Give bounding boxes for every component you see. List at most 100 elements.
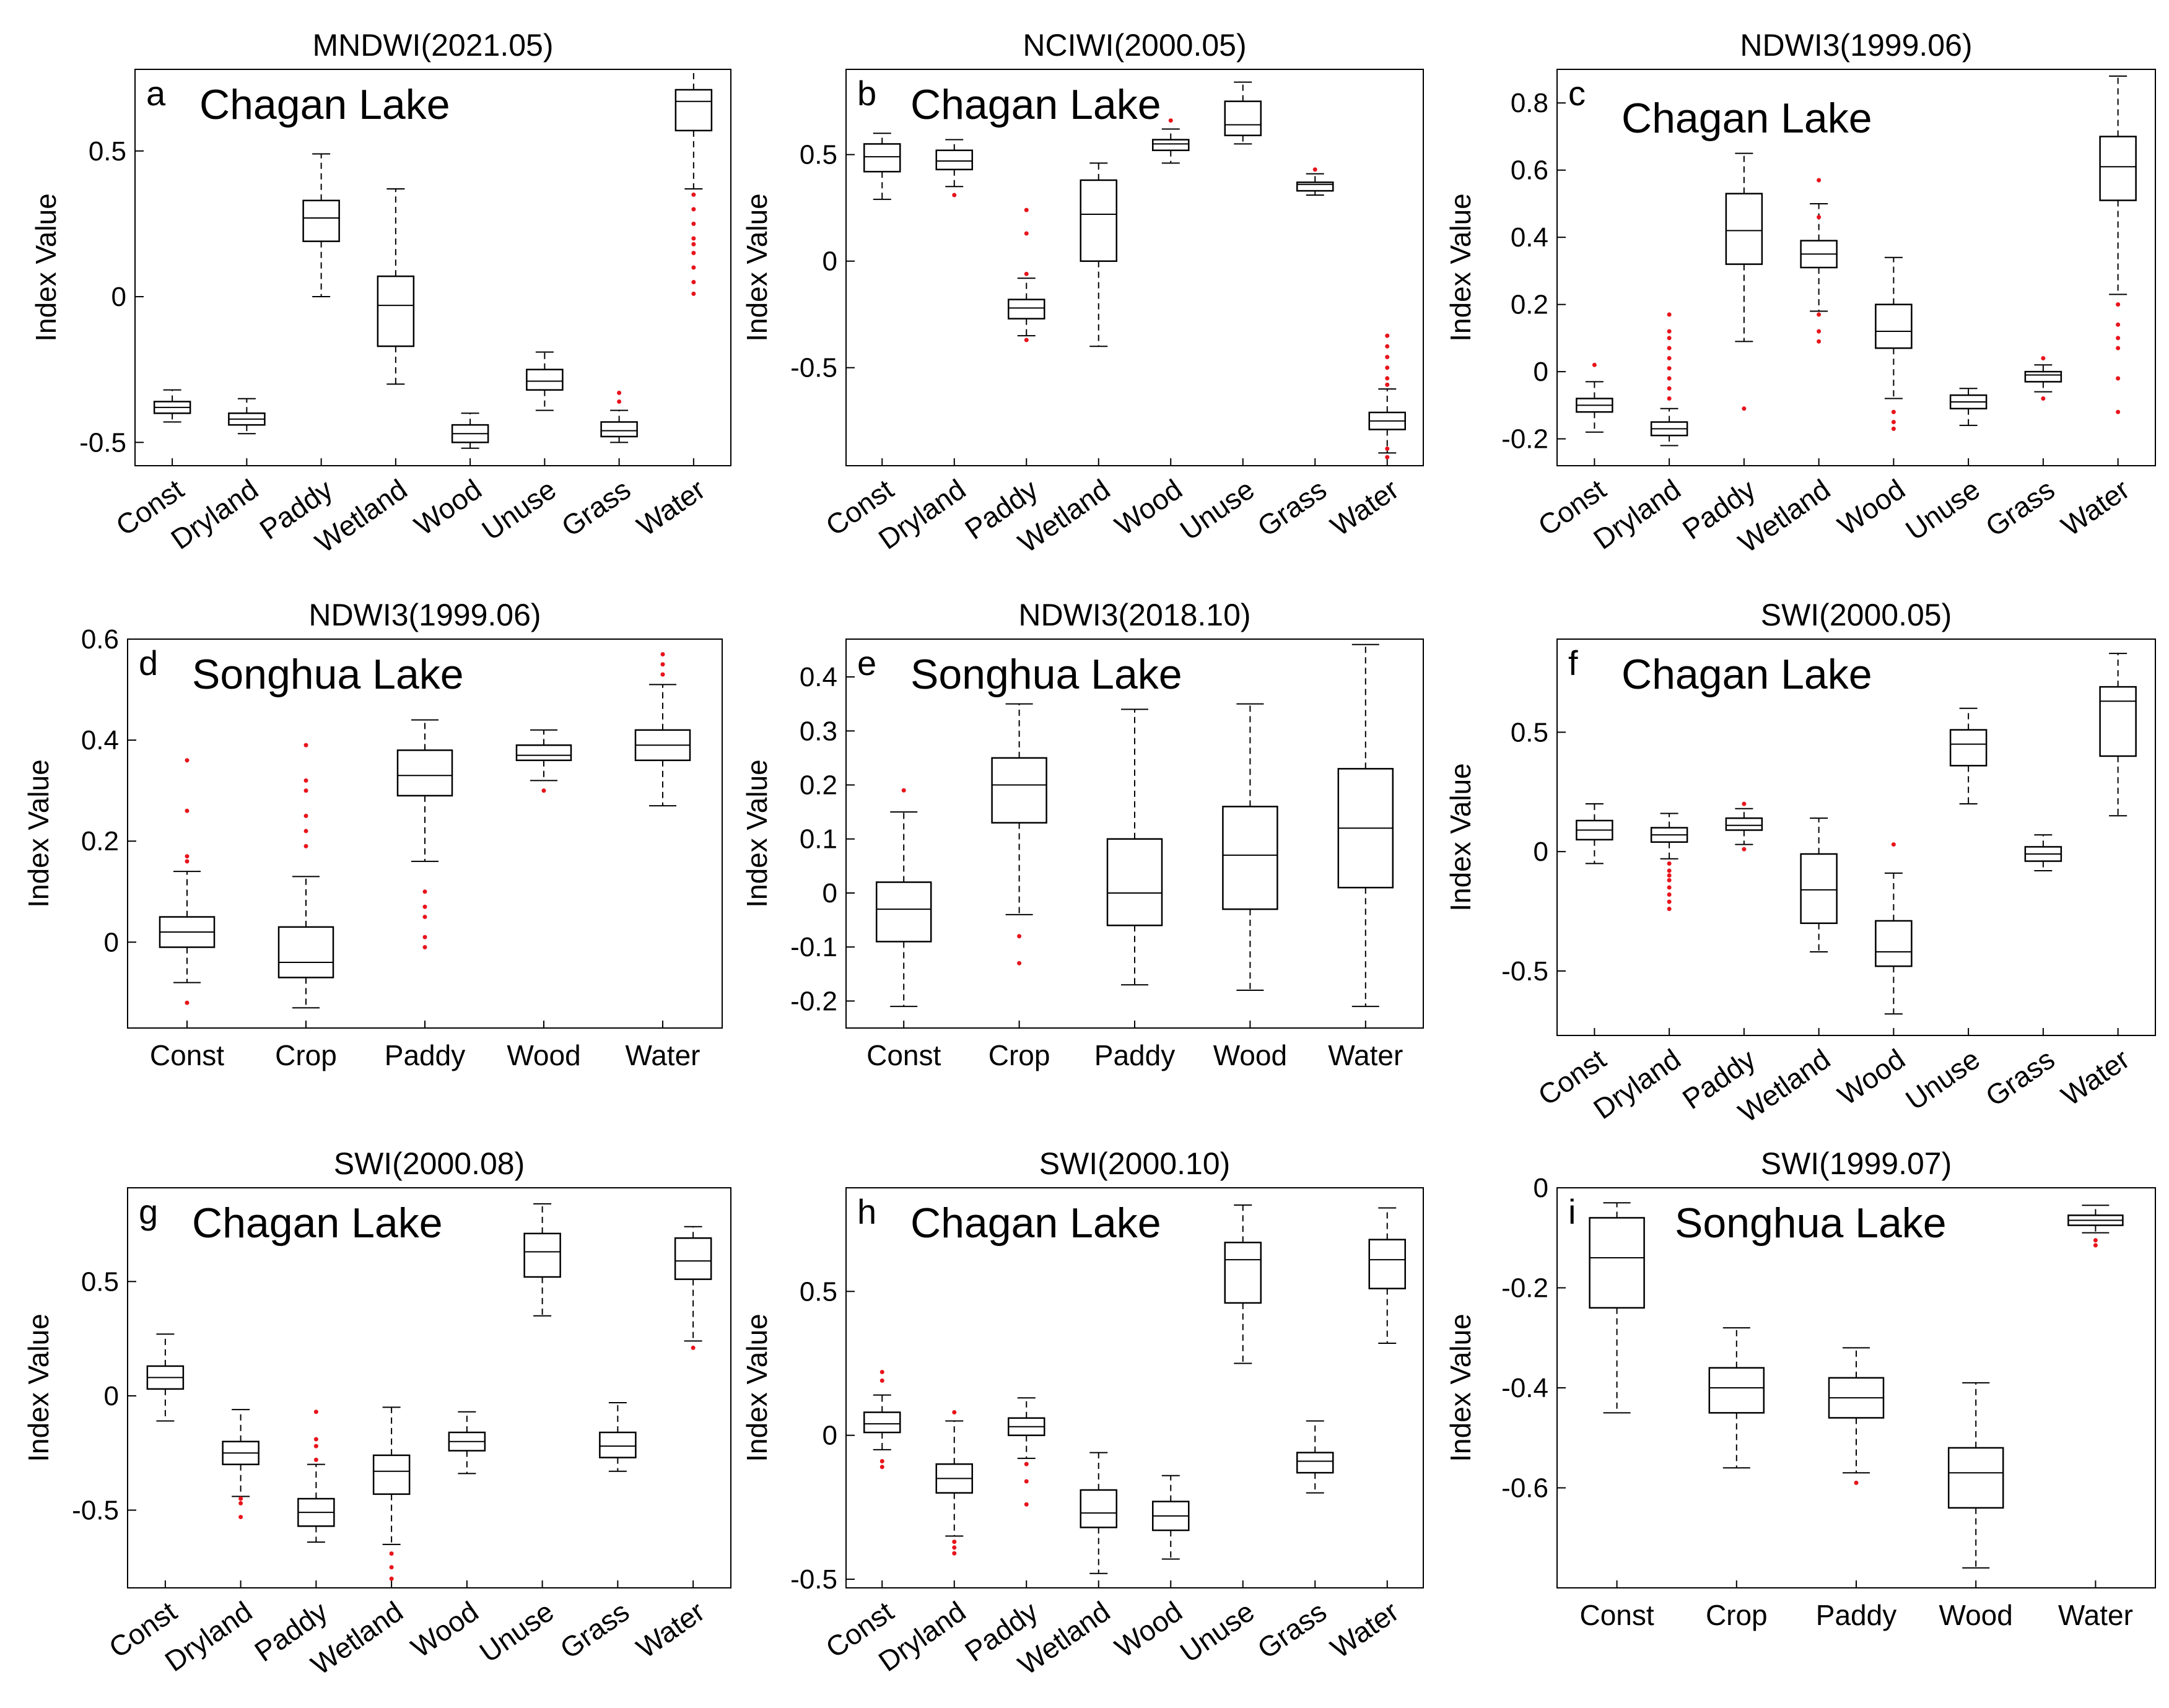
- iqr-box: [1224, 100, 1262, 136]
- outlier-point: [313, 1457, 318, 1462]
- outlier-point: [238, 1515, 243, 1520]
- y-tick-label: -0.5: [790, 353, 837, 383]
- outlier-point: [185, 808, 190, 813]
- panel-title: MNDWI(2021.05): [313, 28, 554, 63]
- x-category-label: Water: [1325, 1595, 1405, 1665]
- outlier-point: [1592, 362, 1597, 367]
- outlier-point: [1385, 355, 1390, 360]
- x-category-label: Unuse: [1174, 473, 1260, 547]
- box-paddy: [1828, 1347, 1885, 1485]
- panel-letter: d: [139, 643, 158, 682]
- iqr-box: [600, 421, 638, 438]
- y-tick-label: 0.2: [81, 826, 119, 856]
- y-axis-label: Index Value: [22, 1314, 55, 1462]
- outlier-point: [303, 813, 308, 818]
- y-tick-label: 0.6: [81, 624, 119, 655]
- outlier-point: [1024, 271, 1029, 276]
- x-category-label: Paddy: [385, 1039, 465, 1071]
- panel-title: SWI(2000.05): [1761, 598, 1952, 632]
- box-const: [863, 1369, 901, 1470]
- iqr-box: [1368, 1239, 1406, 1289]
- x-category-label: Wood: [1939, 1599, 2013, 1631]
- box-wetland: [1800, 178, 1838, 344]
- y-tick-label: 0.6: [1511, 155, 1548, 186]
- panel-f: SWI(2000.05) f Chagan Lake -0.5 0 0.5 Index Va…: [1444, 598, 2156, 1129]
- y-tick-label: 0.5: [81, 1266, 119, 1297]
- x-category-label: Const: [1580, 1599, 1654, 1631]
- outlier-point: [1385, 365, 1390, 370]
- y-axis-label: Index Value: [22, 759, 55, 908]
- box-const: [1576, 362, 1613, 433]
- outlier-point: [1742, 801, 1747, 806]
- plot-frame: [134, 69, 731, 466]
- outlier-point: [1817, 329, 1822, 334]
- box-water: [1337, 643, 1394, 1008]
- y-tick-label: 0.3: [800, 716, 837, 746]
- outlier-point: [541, 788, 546, 793]
- y-axis-label: Index Value: [741, 1314, 773, 1462]
- y-tick-label: 0.4: [800, 662, 837, 692]
- outlier-point: [1891, 426, 1896, 431]
- outlier-point: [1667, 868, 1672, 873]
- box-wood: [448, 1411, 486, 1475]
- x-category-label: Wood: [507, 1039, 580, 1071]
- x-category-label: Water: [631, 473, 711, 542]
- outlier-point: [303, 743, 308, 747]
- outlier-point: [879, 1459, 884, 1464]
- outlier-point: [1385, 455, 1390, 460]
- y-tick-label: 0.2: [800, 770, 837, 801]
- x-category-label: Wood: [405, 1595, 484, 1664]
- outlier-point: [185, 854, 190, 859]
- outlier-point: [660, 672, 665, 677]
- box-wetland: [1080, 1452, 1117, 1574]
- iqr-box: [2099, 136, 2137, 201]
- iqr-box: [599, 1431, 637, 1458]
- outlier-point: [691, 280, 696, 285]
- panel-title: SWI(2000.10): [1039, 1146, 1230, 1181]
- outlier-point: [313, 1437, 318, 1442]
- iqr-box: [1296, 181, 1334, 192]
- box-unuse: [526, 351, 564, 411]
- outlier-point: [691, 265, 696, 270]
- outlier-point: [1385, 376, 1390, 381]
- outlier-point: [422, 915, 427, 920]
- box-unuse: [1949, 707, 1988, 805]
- x-category-label: Crop: [988, 1039, 1050, 1071]
- y-tick-label: -0.5: [1501, 956, 1548, 987]
- y-tick-label: 0: [823, 878, 837, 908]
- lake-name: Songhua Lake: [910, 651, 1182, 698]
- box-grass: [599, 1401, 637, 1472]
- iqr-box: [875, 881, 932, 943]
- box-wood: [1222, 703, 1278, 991]
- x-category-label: Water: [2055, 1043, 2135, 1112]
- outlier-point: [1667, 861, 1672, 866]
- iqr-box: [1152, 139, 1190, 152]
- x-category-label: Unuse: [1900, 473, 1986, 547]
- outlier-point: [303, 788, 308, 793]
- y-tick-label: -0.2: [790, 986, 837, 1016]
- plot-frame: [1556, 638, 2156, 1036]
- outlier-point: [1667, 376, 1672, 381]
- iqr-box: [1800, 853, 1838, 925]
- outlier-point: [1742, 406, 1747, 411]
- panel-letter: h: [857, 1192, 876, 1231]
- outlier-point: [2116, 302, 2121, 307]
- outlier-point: [1667, 346, 1672, 351]
- x-category-label: Wood: [1109, 473, 1188, 542]
- box-paddy: [1008, 207, 1045, 342]
- outlier-point: [1024, 338, 1029, 342]
- x-category-label: Wood: [408, 473, 487, 542]
- box-wood: [1875, 842, 1913, 1015]
- box-paddy: [1725, 801, 1763, 852]
- box-water: [674, 69, 713, 296]
- outlier-point: [1817, 215, 1822, 220]
- outlier-point: [617, 390, 622, 395]
- box-paddy: [396, 719, 453, 950]
- y-tick-label: 0.5: [800, 140, 837, 170]
- y-tick-label: 0: [104, 1381, 119, 1411]
- outlier-point: [303, 778, 308, 783]
- y-tick-label: 0.8: [1511, 88, 1548, 118]
- outlier-point: [1891, 409, 1896, 414]
- iqr-box: [991, 757, 1047, 824]
- iqr-box: [2099, 686, 2137, 757]
